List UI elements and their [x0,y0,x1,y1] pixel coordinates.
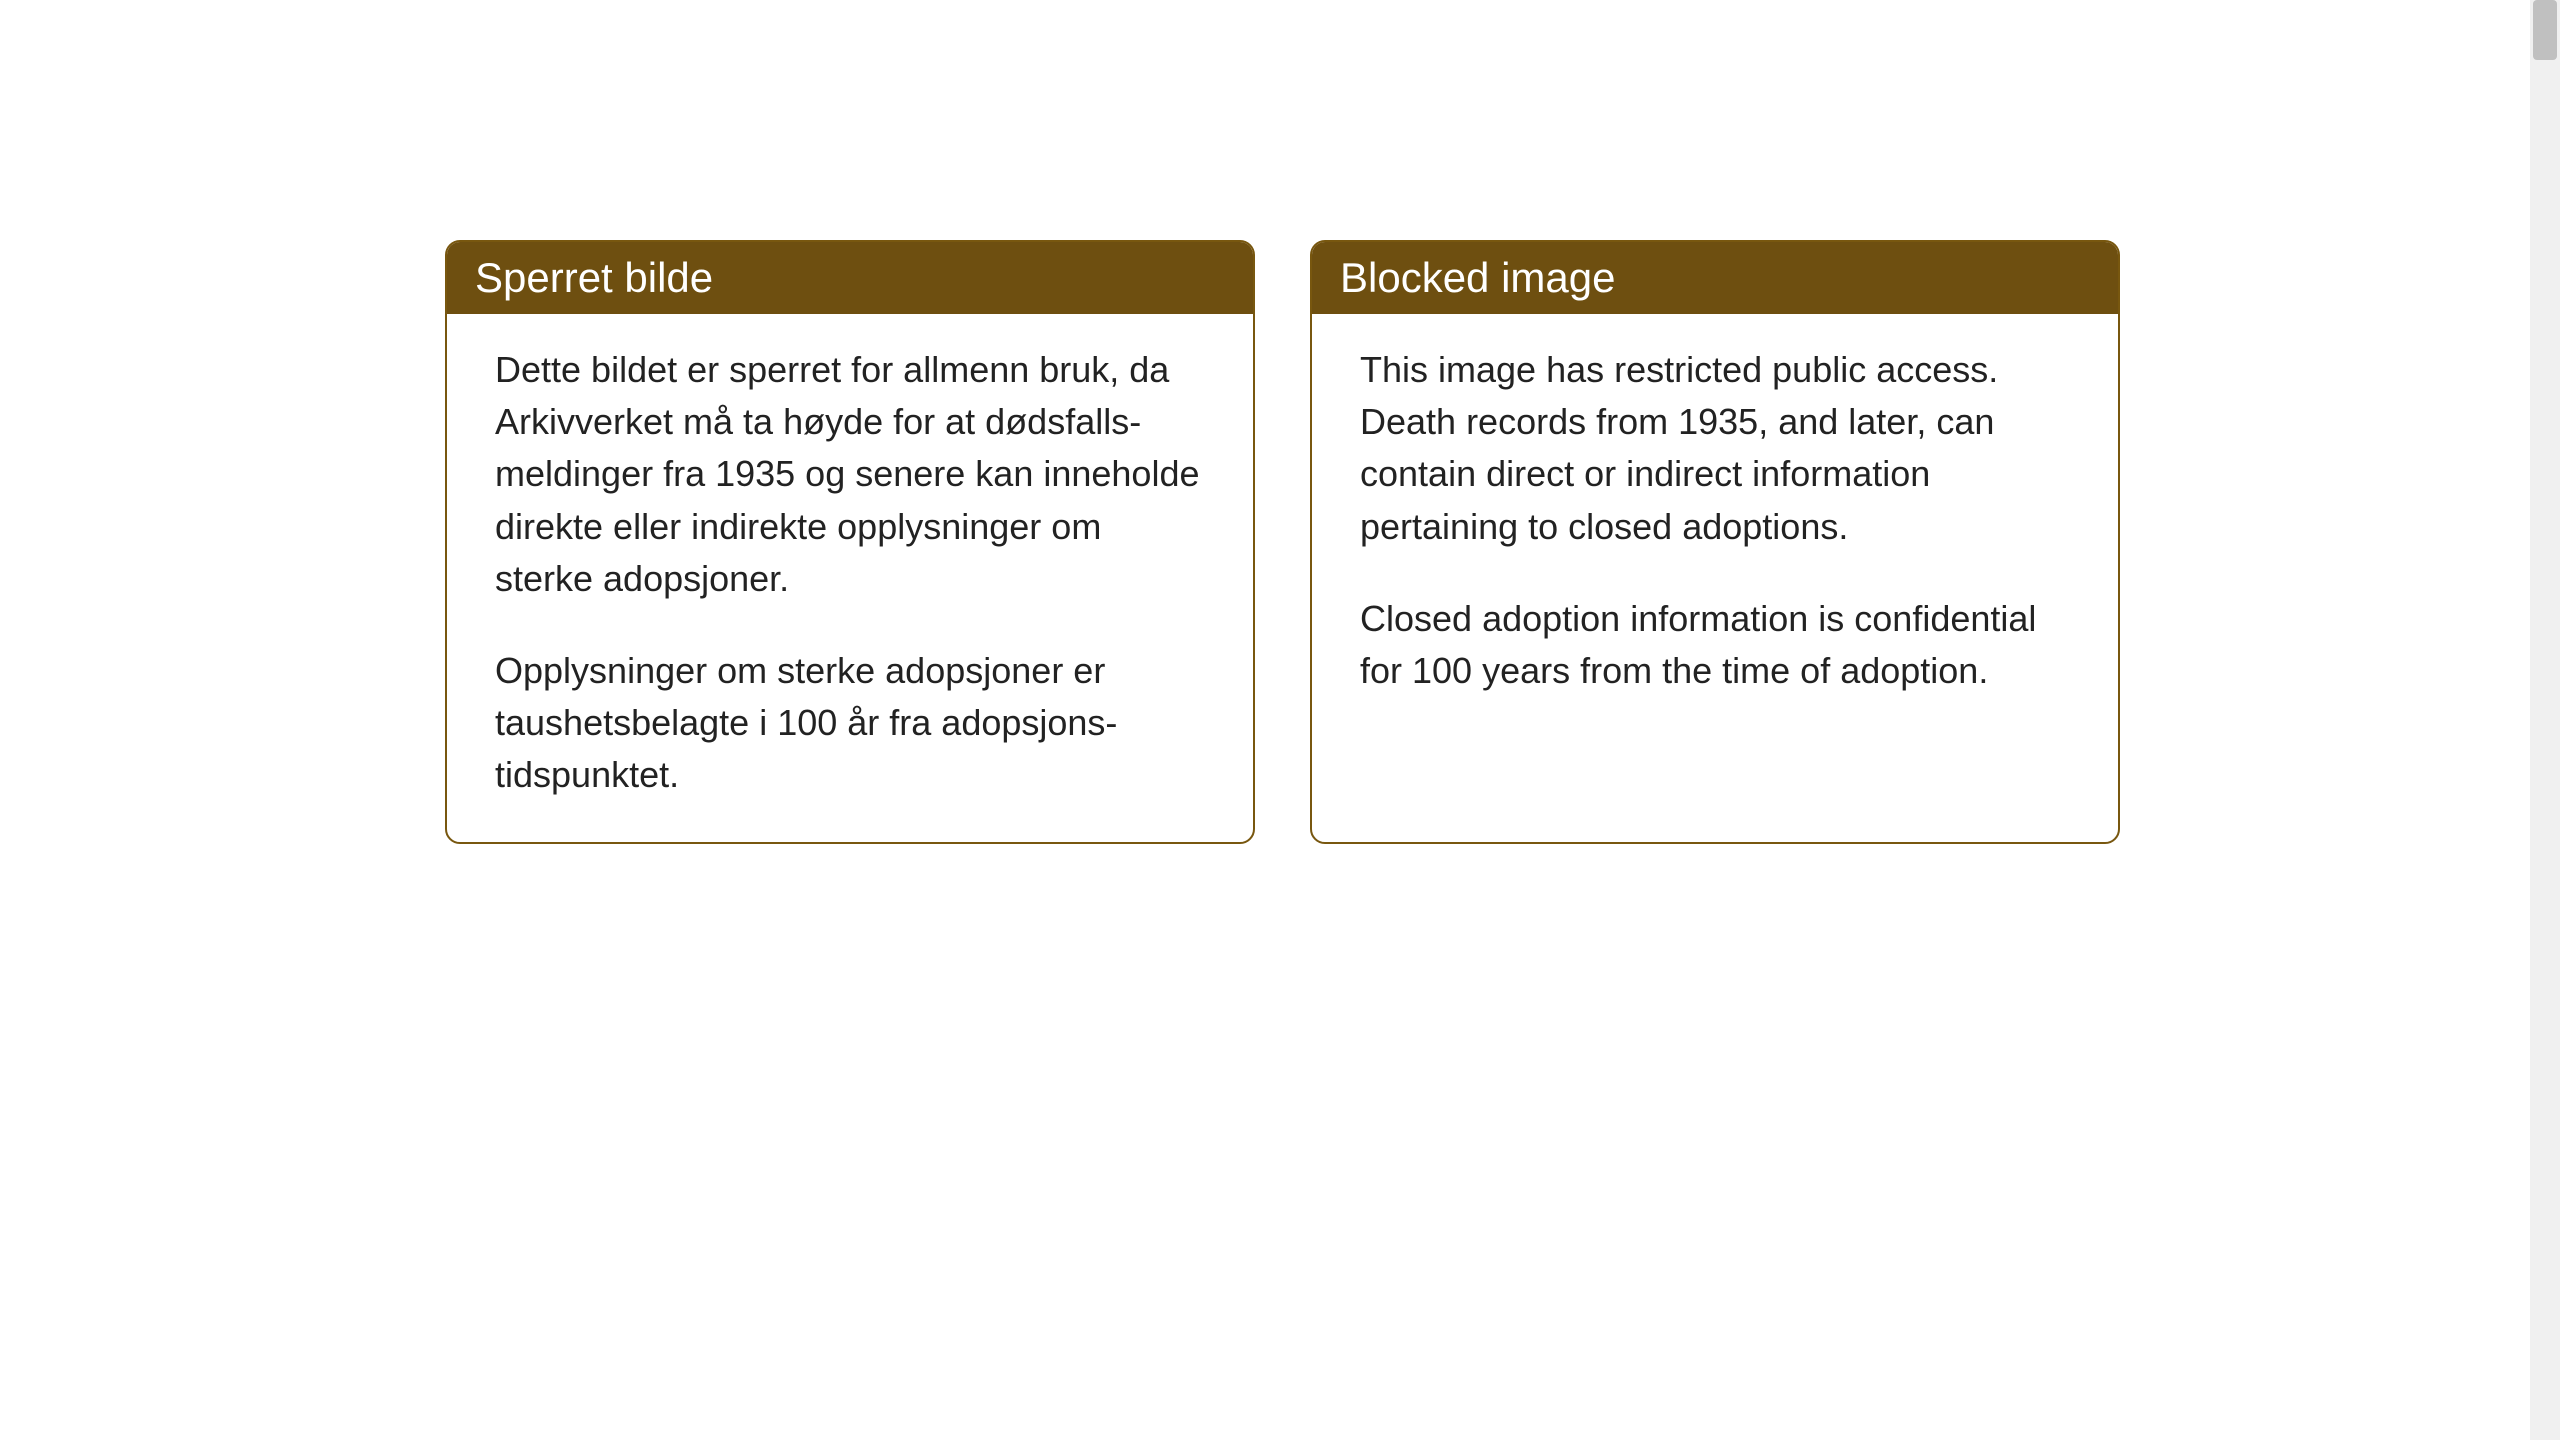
english-paragraph-1: This image has restricted public access.… [1360,344,2070,553]
english-card-body: This image has restricted public access.… [1312,314,2118,737]
norwegian-paragraph-2: Opplysninger om sterke adopsjoner er tau… [495,645,1205,802]
norwegian-notice-card: Sperret bilde Dette bildet er sperret fo… [445,240,1255,844]
norwegian-card-title: Sperret bilde [447,242,1253,314]
vertical-scrollbar[interactable] [2530,0,2560,1440]
scrollbar-thumb[interactable] [2533,0,2557,60]
english-notice-card: Blocked image This image has restricted … [1310,240,2120,844]
english-paragraph-2: Closed adoption information is confident… [1360,593,2070,697]
norwegian-card-body: Dette bildet er sperret for allmenn bruk… [447,314,1253,842]
notice-container: Sperret bilde Dette bildet er sperret fo… [445,240,2120,844]
norwegian-paragraph-1: Dette bildet er sperret for allmenn bruk… [495,344,1205,605]
english-card-title: Blocked image [1312,242,2118,314]
